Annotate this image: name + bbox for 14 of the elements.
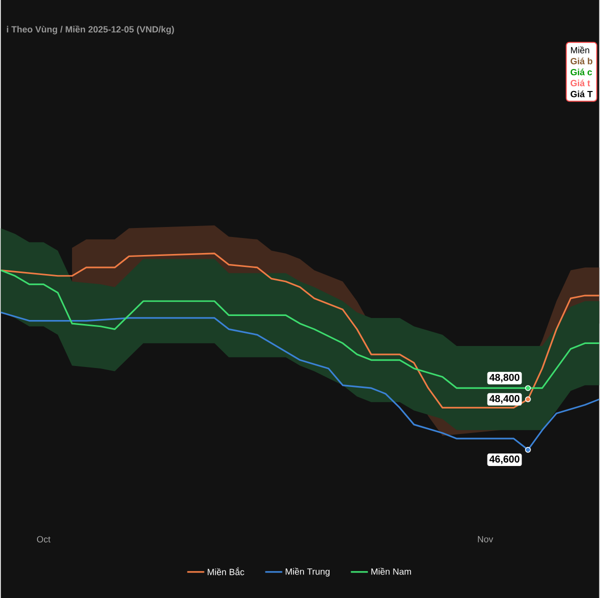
text: Giá T — [570, 90, 593, 98]
legend-label: Miền Trung — [286, 568, 330, 576]
chart-title: i Theo Vùng / Miền 2025-12-05 (VND/kg) — [6, 25, 174, 34]
legend-label: Miền Nam — [371, 568, 411, 575]
data-label: 48,400 — [489, 394, 520, 404]
data-label: 46,600 — [489, 455, 520, 464]
legend-label: Miền Bắc — [208, 567, 244, 575]
text: Giá c — [570, 68, 592, 76]
text: Giá t — [570, 79, 590, 86]
x-tick-label: Oct — [36, 536, 50, 542]
text: Giá b — [570, 57, 592, 64]
x-tick-label: Nov — [478, 536, 494, 542]
text: Miền — [571, 46, 590, 54]
data-label: 48,800 — [489, 374, 520, 382]
